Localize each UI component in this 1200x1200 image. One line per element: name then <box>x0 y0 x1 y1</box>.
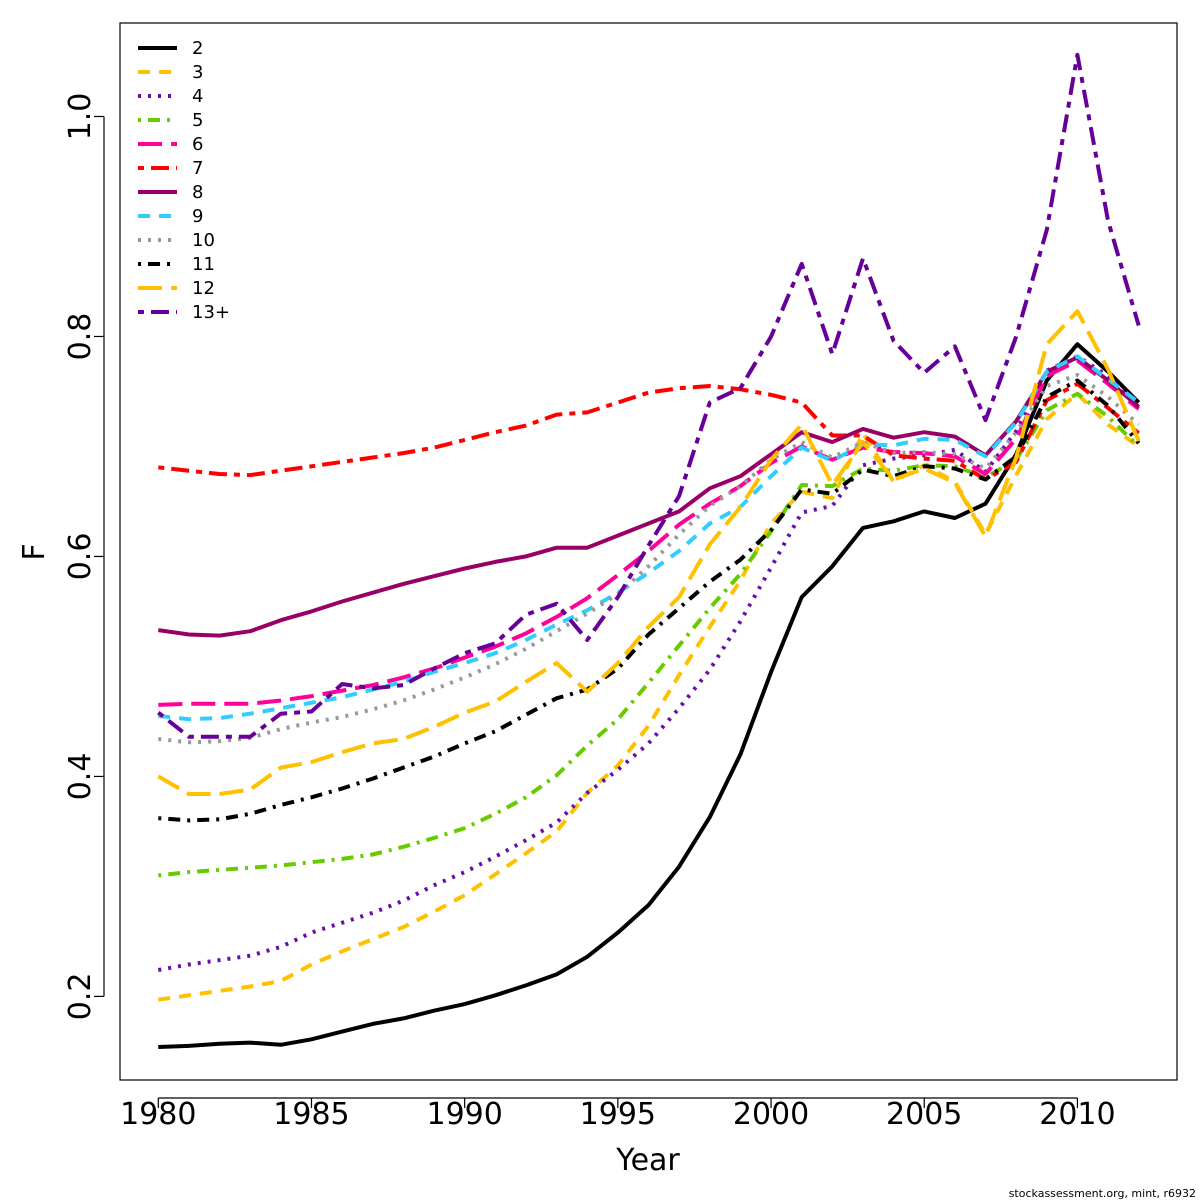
legend-item: 10 <box>138 230 215 251</box>
y-tick-label: 1.0 <box>63 93 98 141</box>
legend-label: 5 <box>192 110 203 131</box>
series-line-3 <box>158 391 1140 1002</box>
x-tick-label: 1980 <box>120 1097 196 1132</box>
series-line-9 <box>158 354 1140 722</box>
legend: 2 3 4 5 6 7 8 9 10 11 12 13+ <box>138 38 230 323</box>
legend-label: 10 <box>192 230 215 251</box>
legend-item: 9 <box>138 206 203 227</box>
series-line-11 <box>158 378 1141 823</box>
x-axis-title: Year <box>615 1143 680 1178</box>
y-tick-label: 0.6 <box>63 533 98 581</box>
legend-label: 3 <box>192 62 203 83</box>
legend-item: 12 <box>138 278 215 299</box>
legend-item: 5 <box>138 110 203 131</box>
x-tick-label: 2000 <box>733 1097 809 1132</box>
legend-label: 13+ <box>192 302 230 323</box>
legend-item: 3 <box>138 62 203 83</box>
x-tick-label: 2010 <box>1039 1097 1115 1132</box>
legend-label: 9 <box>192 206 203 227</box>
legend-item: 8 <box>138 182 203 203</box>
series-line-6 <box>158 358 1140 707</box>
watermark-text: stockassessment.org, mint, r6932 <box>1009 1187 1196 1200</box>
series-line-12 <box>157 309 1141 796</box>
axes: 1980 1985 1990 1995 2000 2005 2010 0.2 0.4 0.6 0.8… <box>63 22 1178 1132</box>
series-line-8 <box>158 355 1141 638</box>
y-tick-label: 0.2 <box>63 973 98 1021</box>
legend-label: 11 <box>192 254 215 275</box>
y-tick-label: 0.4 <box>63 753 98 801</box>
x-tick-label: 1990 <box>426 1097 502 1132</box>
series-line-10 <box>158 373 1141 745</box>
legend-item: 13+ <box>138 302 230 323</box>
legend-item: 2 <box>138 38 203 59</box>
legend-label: 8 <box>192 182 203 203</box>
y-axis-title: F <box>17 543 52 560</box>
legend-label: 7 <box>192 158 203 179</box>
legend-item: 6 <box>138 134 203 155</box>
plot-area <box>157 52 1141 1049</box>
legend-item: 11 <box>138 254 215 275</box>
legend-label: 12 <box>192 278 215 299</box>
legend-label: 6 <box>192 134 203 155</box>
plot-frame <box>119 22 1178 1081</box>
legend-item: 7 <box>138 158 203 179</box>
x-tick-label: 1985 <box>273 1097 349 1132</box>
x-tick-label: 2005 <box>886 1097 962 1132</box>
legend-label: 4 <box>192 86 203 107</box>
series-line-2 <box>158 342 1141 1049</box>
y-tick-label: 0.8 <box>63 313 98 361</box>
x-tick-label: 1995 <box>580 1097 656 1132</box>
legend-label: 2 <box>192 38 203 59</box>
series-line-7 <box>158 381 1140 482</box>
series-line-13plus <box>157 52 1141 739</box>
legend-item: 4 <box>138 86 203 107</box>
